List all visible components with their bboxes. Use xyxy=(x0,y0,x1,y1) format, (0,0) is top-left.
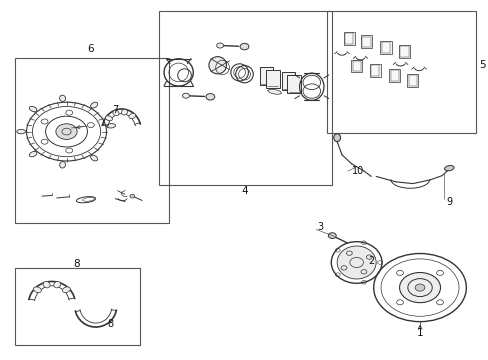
Ellipse shape xyxy=(90,102,98,108)
Ellipse shape xyxy=(29,152,37,157)
Ellipse shape xyxy=(267,89,281,94)
Ellipse shape xyxy=(29,106,37,112)
Bar xyxy=(15,58,168,223)
Ellipse shape xyxy=(336,246,375,279)
Bar xyxy=(15,268,140,345)
Ellipse shape xyxy=(129,113,135,119)
Bar xyxy=(265,70,279,88)
Bar xyxy=(407,74,417,87)
Bar xyxy=(281,72,295,90)
Ellipse shape xyxy=(414,284,424,291)
Text: 10: 10 xyxy=(351,166,363,176)
Bar xyxy=(362,37,370,47)
Ellipse shape xyxy=(56,124,77,139)
Ellipse shape xyxy=(54,282,61,288)
Text: 4: 4 xyxy=(241,186,247,196)
Text: 7: 7 xyxy=(112,105,118,115)
Bar xyxy=(287,75,301,93)
Bar xyxy=(398,45,409,58)
Bar xyxy=(381,42,389,53)
Text: 8: 8 xyxy=(73,259,80,269)
Bar xyxy=(388,69,400,82)
Ellipse shape xyxy=(33,287,41,293)
Ellipse shape xyxy=(208,57,226,74)
Bar xyxy=(327,12,475,134)
Text: 1: 1 xyxy=(416,328,423,338)
Ellipse shape xyxy=(216,43,223,48)
Bar xyxy=(345,33,353,44)
Ellipse shape xyxy=(106,123,115,128)
Text: 9: 9 xyxy=(446,197,452,207)
Ellipse shape xyxy=(399,273,440,303)
Ellipse shape xyxy=(205,94,214,100)
Ellipse shape xyxy=(113,110,119,116)
Text: 3: 3 xyxy=(316,222,323,231)
Ellipse shape xyxy=(60,95,65,102)
Bar xyxy=(369,64,380,77)
Bar xyxy=(390,70,398,81)
Ellipse shape xyxy=(122,109,127,115)
Bar xyxy=(360,36,371,48)
Ellipse shape xyxy=(105,116,112,121)
Ellipse shape xyxy=(60,162,65,168)
Ellipse shape xyxy=(130,194,135,198)
Ellipse shape xyxy=(328,233,335,238)
Bar xyxy=(400,46,408,57)
Bar xyxy=(350,59,362,72)
Bar xyxy=(408,75,416,86)
Bar xyxy=(380,41,391,54)
Ellipse shape xyxy=(90,155,98,161)
Ellipse shape xyxy=(240,43,248,50)
Text: 6: 6 xyxy=(87,44,94,54)
Ellipse shape xyxy=(43,282,50,288)
Text: 8: 8 xyxy=(107,319,113,329)
Ellipse shape xyxy=(17,130,25,134)
Bar xyxy=(259,67,273,85)
Bar xyxy=(352,60,360,71)
Bar xyxy=(343,32,354,45)
Text: 5: 5 xyxy=(479,60,485,70)
Ellipse shape xyxy=(444,166,453,171)
Ellipse shape xyxy=(62,287,70,293)
Bar xyxy=(159,12,331,185)
Ellipse shape xyxy=(182,93,189,98)
Text: 2: 2 xyxy=(367,256,374,266)
Ellipse shape xyxy=(333,134,340,141)
Bar xyxy=(370,65,379,76)
